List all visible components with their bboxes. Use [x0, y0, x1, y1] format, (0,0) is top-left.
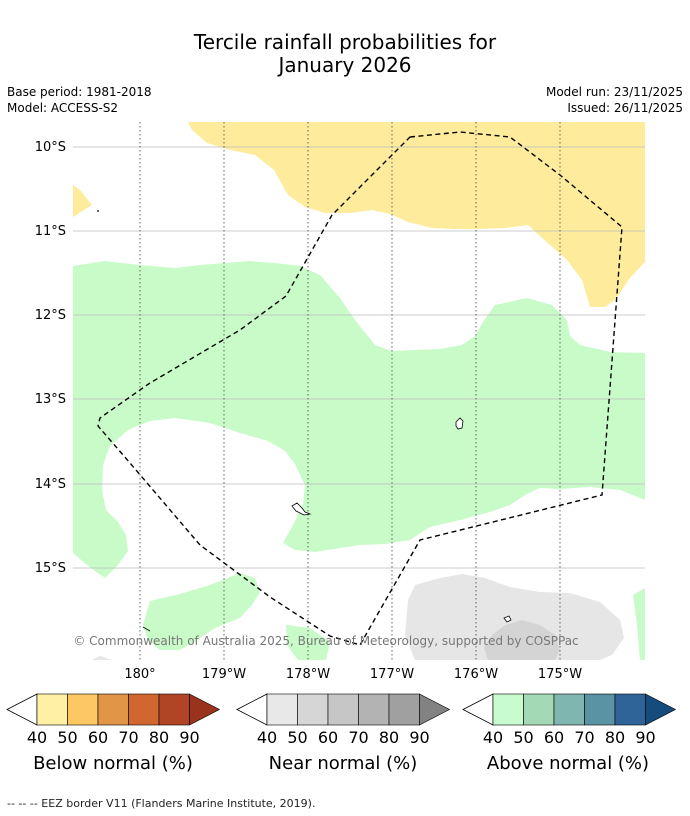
- model-label: Model: ACCESS-S2: [7, 101, 119, 115]
- colorbar-below-tick-label: 80: [149, 728, 169, 747]
- colorbar-above-cell: [492, 693, 524, 726]
- map-title-line-1: Tercile rainfall probabilities for: [193, 30, 497, 54]
- longitude-labels: 180° 179°W 178°W 177°W 176°W 175°W: [124, 667, 582, 682]
- lat-label: 10°S: [35, 140, 66, 155]
- lat-label: 11°S: [35, 224, 66, 239]
- lon-label: 177°W: [370, 667, 414, 682]
- colorbar-near-cell: [358, 693, 390, 726]
- near-normal-region-inner: [484, 620, 560, 660]
- lon-label: 179°W: [202, 667, 246, 682]
- lat-label: 12°S: [35, 308, 66, 323]
- colorbar-below-tick-label: 90: [179, 728, 199, 747]
- colorbar-near-tick-label: 50: [287, 728, 307, 747]
- above-normal-region-south: [143, 573, 260, 650]
- colorbar-near-tick-label: 70: [348, 728, 368, 747]
- base-period-label: Base period: 1981-2018: [7, 85, 152, 99]
- colorbar-below-tick-label: 70: [118, 728, 138, 747]
- colorbar-near-tick-label: 90: [409, 728, 429, 747]
- colorbar-below-cell: [158, 693, 190, 726]
- lon-label: 178°W: [286, 667, 330, 682]
- island-outline-4: [142, 626, 151, 632]
- colorbar-below-tick-label: 60: [88, 728, 108, 747]
- colorbar-below-tick-label: 40: [27, 728, 47, 747]
- near-normal-region: [405, 574, 624, 660]
- eez-footnote: -- -- -- EEZ border V11 (Flanders Marine…: [7, 797, 316, 810]
- colorbar-above-cell: [523, 693, 555, 726]
- colorbar-title-near: Near normal (%): [268, 753, 418, 774]
- below-normal-region-west: [73, 185, 92, 217]
- colorbar-above-tick-label: 80: [605, 728, 625, 747]
- island-outline-3: [503, 615, 512, 623]
- above-normal-region-east: [633, 588, 645, 660]
- colorbar-near-cell: [297, 693, 329, 726]
- colorbar-near-cell: [327, 693, 359, 726]
- colorbar-above-tick-label: 40: [483, 728, 503, 747]
- colorbar-below-tick-label: 50: [57, 728, 77, 747]
- colorbar-title-above: Above normal (%): [486, 753, 650, 774]
- colorbar-near-cell: [388, 693, 420, 726]
- colorbar-above-cell: [584, 693, 616, 726]
- island-outline: [455, 417, 464, 430]
- latitude-gridlines: [73, 146, 645, 569]
- colorbar-above-tick-label: 60: [544, 728, 564, 747]
- colorbar-near: 40 50 60 70 80 90: [236, 693, 451, 747]
- longitude-gridlines: [139, 122, 561, 660]
- colorbar-near-max-arrow: [419, 693, 451, 726]
- colorbar-near-cell: [266, 693, 298, 726]
- below-normal-region: [188, 122, 645, 307]
- lat-label: 13°S: [35, 392, 66, 407]
- copyright-notice: © Commonwealth of Australia 2025, Bureau…: [73, 634, 578, 648]
- colorbar-below-cell: [97, 693, 129, 726]
- model-run-label: Model run: 23/11/2025: [545, 85, 683, 99]
- colorbar-above-max-arrow: [645, 693, 677, 726]
- latitude-labels: 10°S 11°S 12°S 13°S 14°S 15°S: [35, 140, 66, 576]
- colorbar-legends: 40 50 60 70 80 90 40 50 60 70 80 90 40 50 60 70 80 90: [6, 693, 677, 747]
- colorbar-above-tick-label: 90: [635, 728, 655, 747]
- colorbar-above-tick-label: 70: [574, 728, 594, 747]
- colorbar-below-cell: [128, 693, 160, 726]
- colorbar-below-max-arrow: [189, 693, 221, 726]
- colorbar-above-cell: [553, 693, 585, 726]
- lat-label: 14°S: [35, 477, 66, 492]
- colorbar-below-cell: [36, 693, 68, 726]
- colorbar-above: 40 50 60 70 80 90: [462, 693, 677, 747]
- colorbar-near-tick-label: 60: [318, 728, 338, 747]
- lon-label: 175°W: [538, 667, 582, 682]
- near-normal-region-west: [92, 656, 112, 660]
- lon-label: 180°: [124, 667, 155, 682]
- colorbar-above-cell: [614, 693, 646, 726]
- map-plot-area: © Commonwealth of Australia 2025, Bureau…: [73, 122, 645, 660]
- colorbar-below-min-arrow: [6, 693, 38, 726]
- eez-border-line: [97, 131, 623, 646]
- colorbar-near-tick-label: 40: [257, 728, 277, 747]
- colorbar-below-cell: [67, 693, 99, 726]
- lat-label: 15°S: [35, 561, 66, 576]
- colorbar-below: 40 50 60 70 80 90: [6, 693, 221, 747]
- colorbar-title-below: Below normal (%): [33, 753, 193, 774]
- above-normal-region: [73, 261, 645, 578]
- colorbar-above-tick-label: 50: [513, 728, 533, 747]
- lon-label: 176°W: [454, 667, 498, 682]
- colorbar-above-min-arrow: [462, 693, 494, 726]
- map-title-line-2: January 2026: [278, 53, 412, 77]
- island-outline-2: [291, 502, 312, 516]
- issued-label: Issued: 26/11/2025: [567, 101, 683, 115]
- colorbar-near-tick-label: 80: [379, 728, 399, 747]
- island-dot: [97, 210, 99, 212]
- colorbar-near-min-arrow: [236, 693, 268, 726]
